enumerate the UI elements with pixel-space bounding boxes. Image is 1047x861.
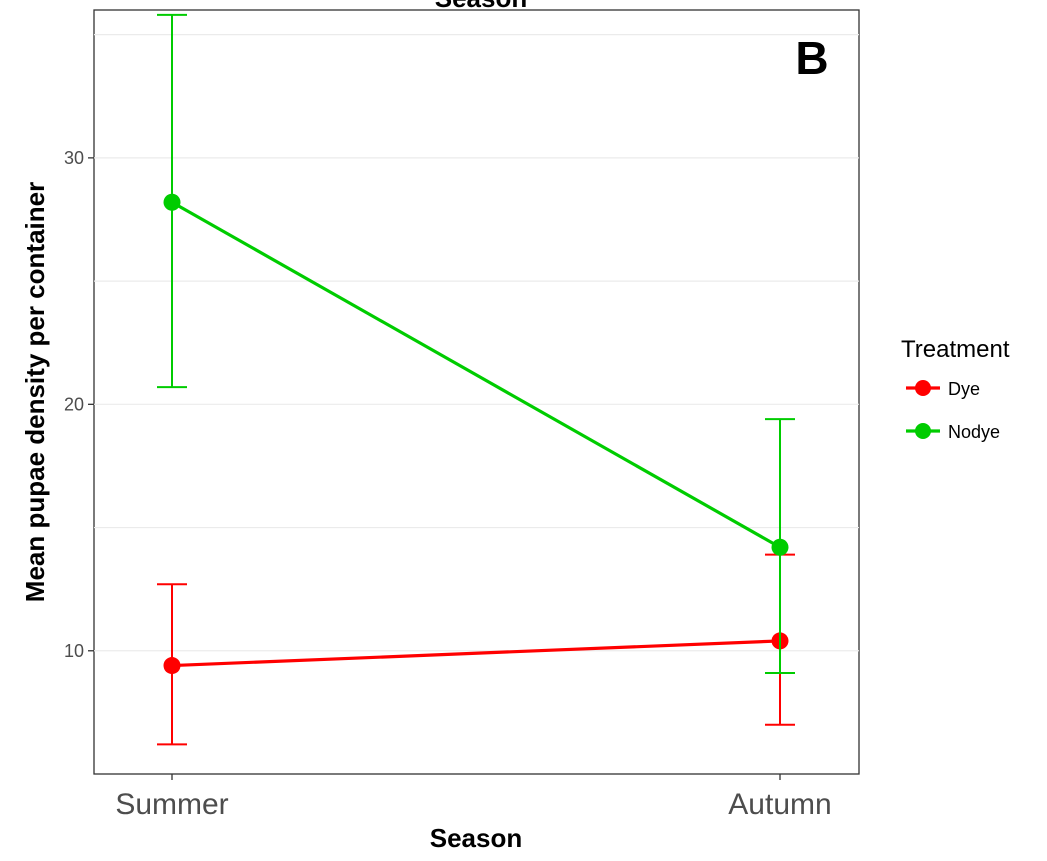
series-line [171, 200, 781, 549]
plot-panel [93, 9, 860, 775]
y-axis-title: Mean pupae density per container [20, 182, 50, 602]
y-tick-label: 20 [64, 394, 84, 414]
axis-ticks: 10 20 30 Summer Autumn [64, 148, 832, 821]
legend-title: Treatment [901, 336, 1010, 363]
series-line [171, 639, 781, 668]
grid-layer [94, 34, 859, 652]
legend: Treatment Dye Nodye [901, 336, 1010, 442]
series-layer [157, 13, 795, 746]
x-tick-label: Summer [115, 788, 228, 821]
legend-item-dye: Dye [906, 379, 980, 399]
x-axis-title: Season [430, 823, 523, 853]
legend-marker [915, 423, 931, 439]
legend-marker [915, 380, 931, 396]
panel-label: B [795, 32, 828, 84]
data-point [163, 193, 181, 211]
y-tick-label: 10 [64, 641, 84, 661]
legend-item-nodye: Nodye [906, 422, 1000, 442]
legend-label: Nodye [948, 422, 1000, 442]
data-point [771, 538, 789, 556]
data-point [163, 657, 181, 675]
legend-label: Dye [948, 379, 980, 399]
series-nodye [157, 13, 795, 674]
y-tick-label: 30 [64, 148, 84, 168]
x-tick-label: Autumn [728, 788, 831, 821]
legend-items: Dye Nodye [906, 379, 1000, 442]
